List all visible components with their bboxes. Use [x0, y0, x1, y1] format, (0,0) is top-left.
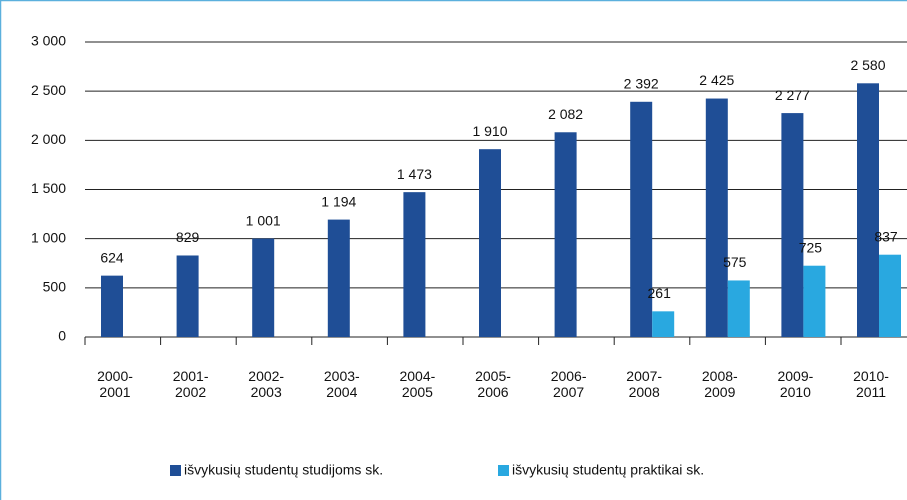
x-tick-label: 2000-2001 — [97, 368, 133, 400]
bar — [403, 192, 426, 337]
y-tick-label: 1 500 — [31, 180, 66, 196]
y-tick-label: 2 500 — [31, 82, 66, 98]
legend-label: išvykusių studentų studijoms sk. — [184, 462, 383, 478]
y-tick-label: 500 — [43, 279, 67, 295]
bar — [652, 311, 675, 337]
data-label: 2 580 — [850, 57, 885, 73]
data-label: 829 — [176, 229, 200, 245]
y-tick-label: 0 — [58, 328, 66, 344]
bar — [857, 83, 879, 337]
bar — [727, 280, 750, 337]
data-label: 1 473 — [397, 166, 432, 182]
data-label: 725 — [799, 239, 823, 255]
data-label: 2 277 — [775, 87, 810, 103]
data-label: 575 — [723, 254, 747, 270]
data-label: 1 194 — [321, 193, 356, 209]
x-tick-label: 2005-2006 — [475, 368, 511, 400]
bar — [554, 132, 577, 337]
legend-swatch — [498, 465, 509, 476]
x-tick-label: 2009-2010 — [777, 368, 814, 400]
bar — [803, 265, 826, 337]
bar — [327, 219, 350, 337]
data-label: 2 392 — [624, 75, 659, 91]
bar — [252, 238, 275, 337]
bar — [781, 113, 804, 337]
data-label: 837 — [874, 228, 898, 244]
data-label: 1 910 — [472, 123, 507, 139]
x-tick-label: 2006-2007 — [550, 368, 587, 400]
y-tick-label: 3 000 — [31, 33, 66, 49]
data-label: 1 001 — [246, 212, 281, 228]
data-label: 624 — [100, 249, 124, 265]
x-tick-label: 2010-2011 — [853, 368, 889, 400]
data-label: 261 — [648, 285, 672, 301]
bar — [176, 255, 199, 337]
x-tick-label: 2007-2008 — [626, 368, 663, 400]
data-label: 2 425 — [699, 72, 734, 88]
bar — [101, 275, 123, 337]
data-label: 2 082 — [548, 106, 583, 122]
x-tick-label: 2002-2003 — [248, 368, 285, 400]
y-tick-label: 2 000 — [31, 131, 66, 147]
x-tick-label: 2008-2009 — [701, 368, 738, 400]
bar — [705, 98, 728, 338]
bar — [879, 254, 901, 337]
legend-label: išvykusių studentų praktikai sk. — [512, 462, 704, 478]
legend-swatch — [170, 465, 181, 476]
x-tick-label: 2003-2004 — [323, 368, 360, 400]
y-tick-label: 1 000 — [31, 229, 66, 245]
bar — [479, 149, 501, 337]
x-tick-label: 2004-2005 — [399, 368, 436, 400]
bar — [630, 101, 653, 337]
x-tick-label: 2001-2002 — [172, 368, 209, 400]
